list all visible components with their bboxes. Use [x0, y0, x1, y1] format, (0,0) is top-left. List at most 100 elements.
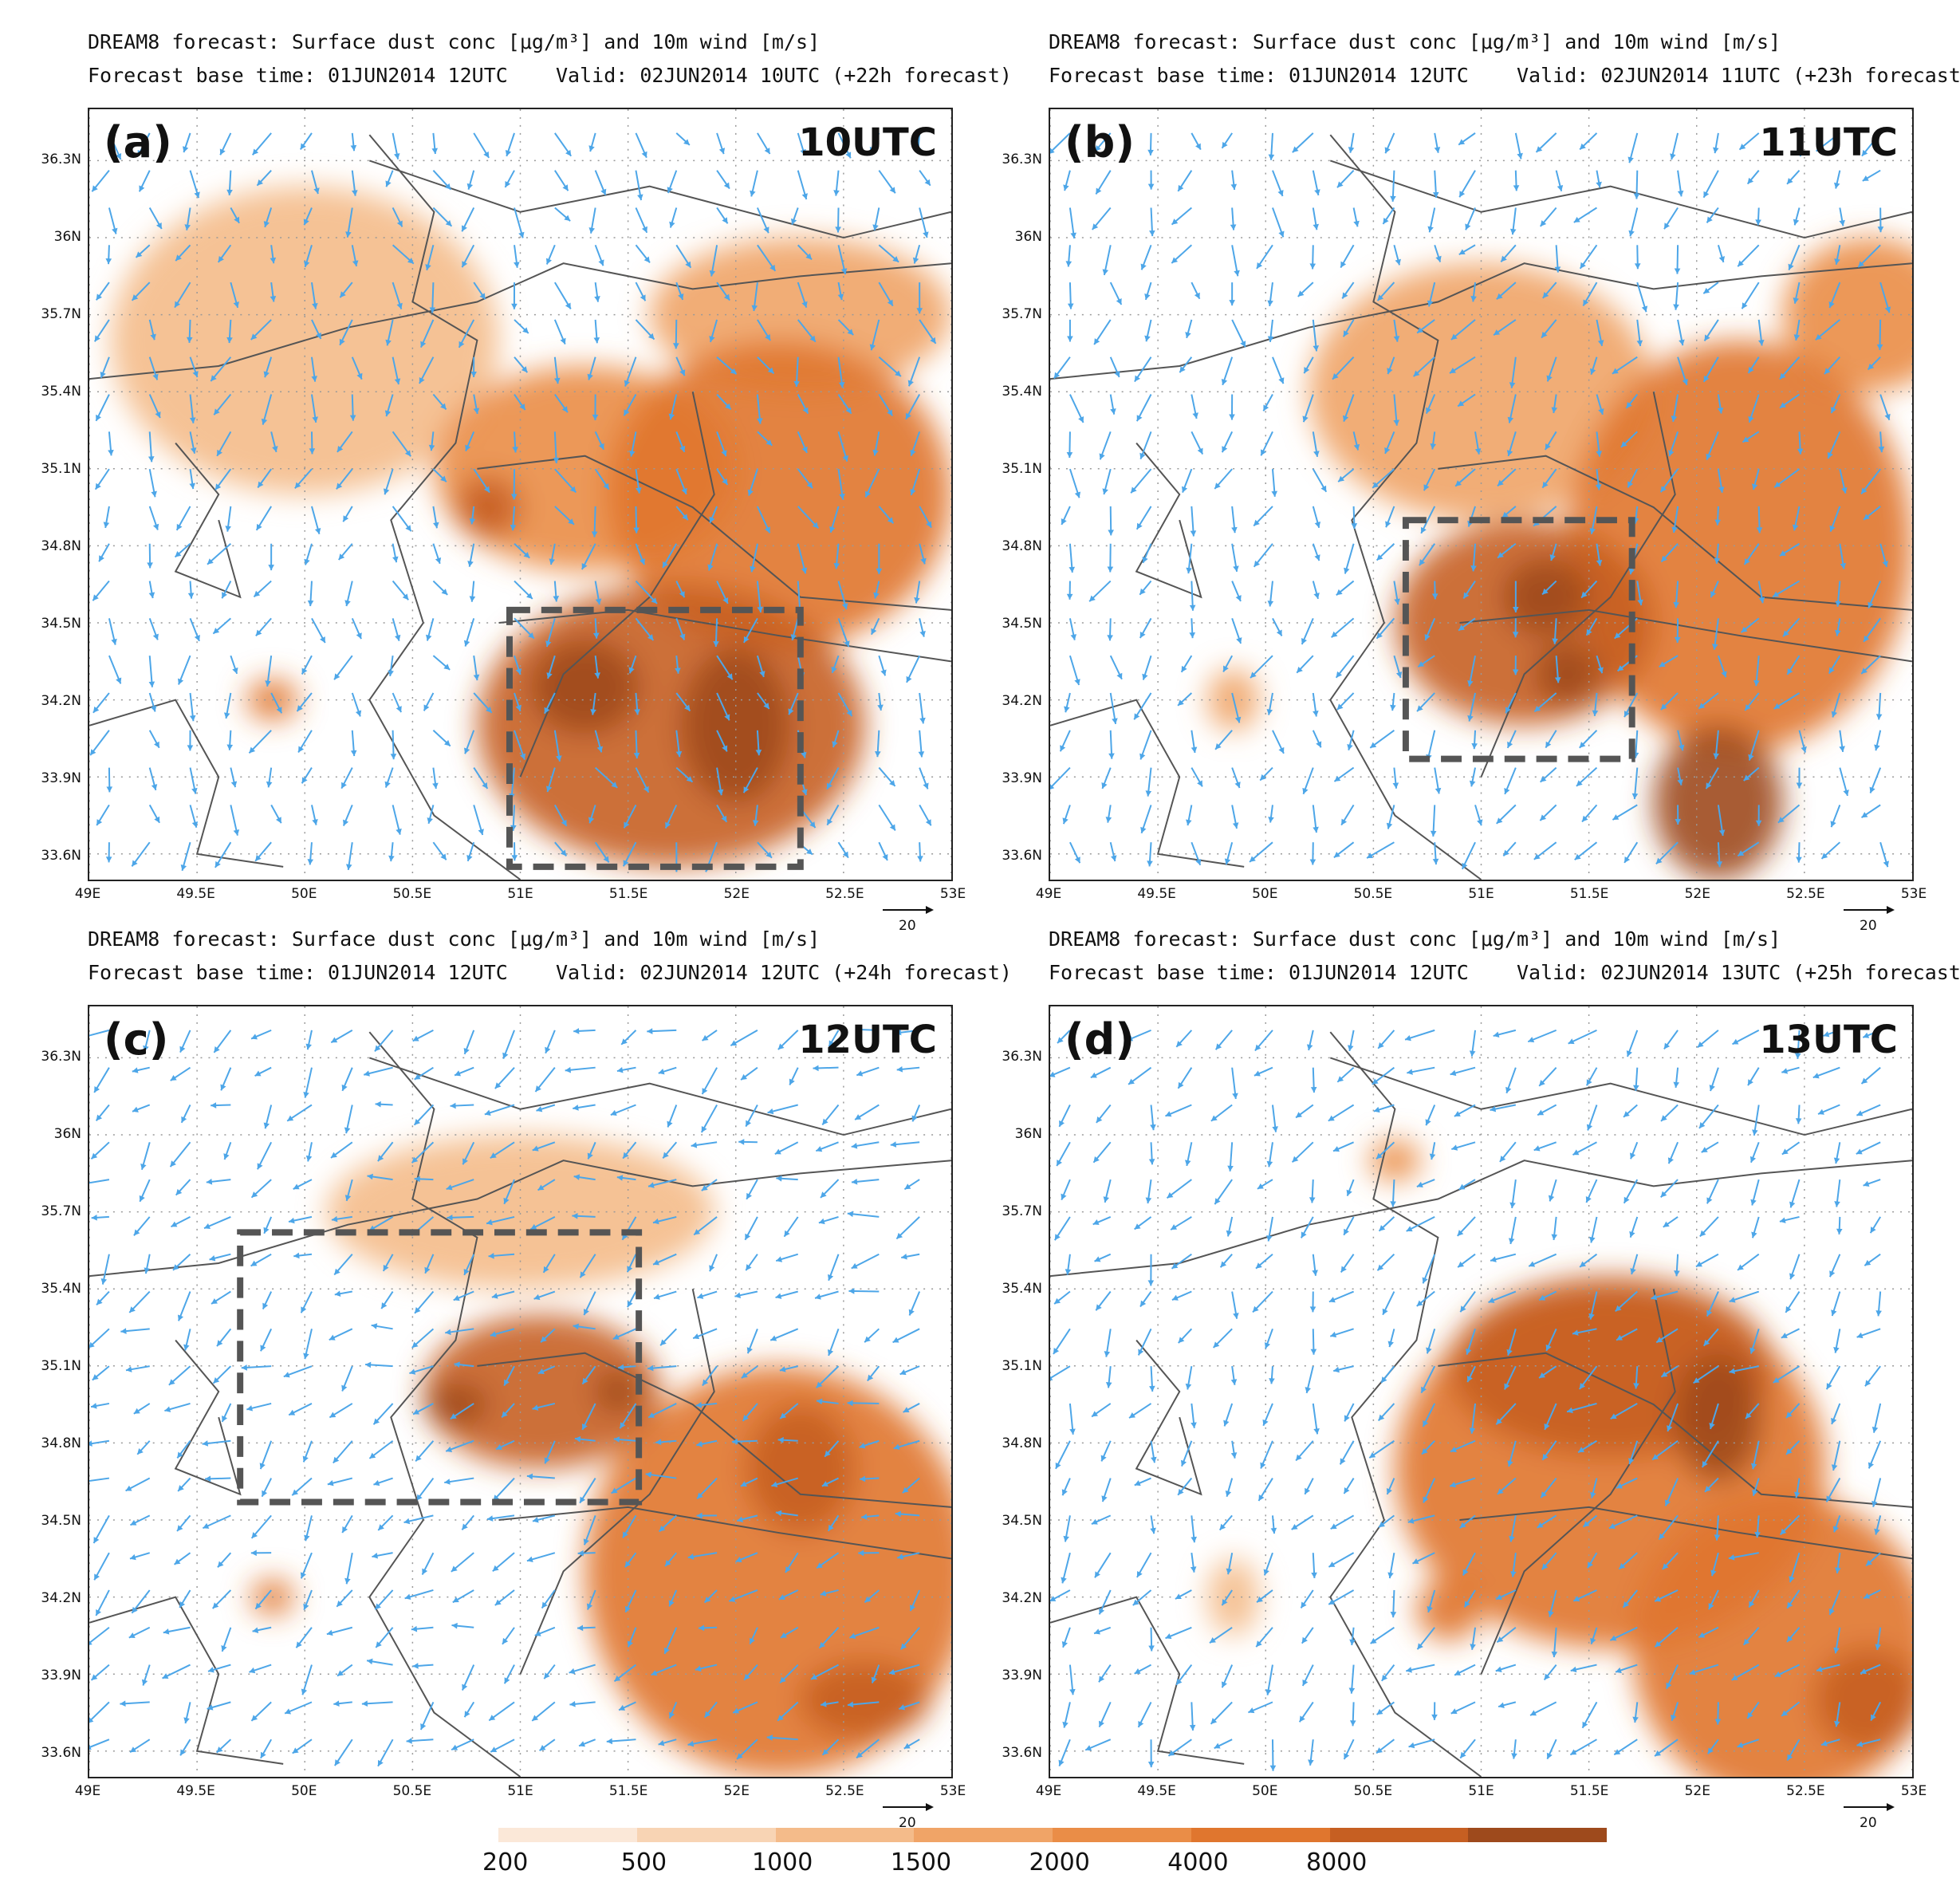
wind-arrow-head [1260, 774, 1266, 781]
wind-arrow-head [1756, 527, 1763, 534]
wind-arrow-head [464, 1711, 470, 1718]
province-boundary [1438, 1352, 1912, 1508]
wind-arrow-head [1641, 305, 1648, 313]
wind-arrow-head [746, 1264, 752, 1271]
wind-arrow-head [1416, 1300, 1423, 1306]
wind-arrow-head [178, 1485, 184, 1491]
wind-arrow-head [1462, 1569, 1469, 1576]
lon-tick-label: 50.5E [392, 886, 432, 902]
wind-arrow-head [494, 1599, 502, 1605]
wind-arrow-head [226, 744, 234, 750]
wind-arrow-head [491, 1293, 498, 1299]
dust-plume [1815, 1648, 1912, 1751]
wind-arrow-head [1634, 263, 1641, 270]
wind-arrow-head [178, 678, 184, 685]
wind-arrow-head [1833, 1647, 1840, 1654]
wind-arrow-head [1132, 1599, 1139, 1606]
wind-arrow-head [695, 1402, 703, 1408]
wind-arrow-head [1234, 716, 1242, 723]
wind-arrow-head [825, 1450, 831, 1457]
wind-arrow-head [1674, 268, 1681, 274]
wind-arrow-head [1651, 1294, 1658, 1301]
wind-arrow-head [275, 817, 281, 824]
lon-tick-label: 50.5E [1353, 886, 1393, 902]
wind-arrow-head [914, 597, 920, 604]
wind-arrow-head [246, 1405, 253, 1412]
wind-arrow-head [718, 148, 726, 155]
wind-arrow-head [1860, 1668, 1867, 1675]
wind-arrow-head [653, 1259, 659, 1266]
wind-arrow-head [1509, 1535, 1515, 1542]
wind-arrow-head [1731, 1674, 1738, 1680]
wind-arrow-head [874, 750, 881, 758]
wind-arrow-head [1099, 453, 1105, 460]
wind-arrow-head [780, 1676, 786, 1683]
wind-arrow-head [1827, 451, 1833, 459]
wind-arrow-head [659, 1525, 666, 1532]
wind-arrow-head [1738, 850, 1745, 856]
wind-arrow-head [722, 217, 728, 224]
wind-arrow-head [1131, 486, 1137, 494]
wind-arrow-head [1379, 1521, 1385, 1528]
lat-tick-label: 36N [1014, 1125, 1042, 1142]
wind-arrow-head [1703, 375, 1710, 382]
wind-arrow-head [1572, 1329, 1579, 1336]
wind-arrow-head [668, 1600, 675, 1607]
wind-arrow-head [1545, 1344, 1552, 1351]
wind-arrow-head [1875, 714, 1883, 720]
wind-arrow-head [294, 482, 301, 489]
wind-arrow-head [1826, 1495, 1832, 1502]
wind-arrow-head [483, 151, 490, 158]
wind-arrow-head [1176, 1041, 1183, 1047]
map-svg [89, 1006, 951, 1777]
wind-arrow-head [665, 821, 671, 829]
wind-arrow-head [1883, 860, 1890, 868]
wind-arrow-head [336, 482, 343, 490]
lon-tick-label: 51.5E [1569, 1783, 1609, 1799]
wind-arrow-head [301, 1688, 308, 1695]
wind-arrow-head [337, 1670, 344, 1676]
wind-arrow-head [287, 1115, 294, 1121]
wind-arrow-head [1226, 1568, 1233, 1575]
wind-arrow-head [687, 1553, 695, 1560]
wind-arrow-head [1874, 744, 1880, 751]
wind-arrow-head [1066, 593, 1073, 600]
wind-arrow-head [251, 1715, 258, 1721]
wind-arrow-head [1417, 1643, 1423, 1650]
wind-arrow-head [1394, 598, 1400, 605]
wind-arrow-head [192, 371, 199, 377]
wind-arrow-head [515, 667, 522, 675]
lat-tick-label: 35.1N [1002, 1357, 1042, 1374]
wind-arrow-head [344, 600, 351, 607]
wind-arrow-head [1469, 1050, 1476, 1057]
wind-arrow-head [1091, 1518, 1098, 1525]
wind-arrow-head [217, 1340, 223, 1347]
wind-arrow-head [628, 667, 635, 674]
wind-arrow-head [815, 1294, 821, 1300]
wind-arrow-head [623, 1152, 629, 1159]
wind-arrow-head [1191, 1536, 1197, 1543]
wind-arrow-head [624, 380, 630, 387]
wind-arrow-head [388, 855, 395, 862]
wind-arrow-head [352, 260, 359, 266]
wind-arrow-head [1871, 1714, 1876, 1721]
wind-arrow-head [1862, 175, 1869, 181]
wind-arrow-head [832, 741, 838, 748]
wind-arrow-head [1592, 710, 1599, 716]
wind-arrow-head [1140, 263, 1147, 270]
wind-arrow-head [647, 333, 655, 340]
wind-arrow-head [1372, 482, 1379, 488]
wind-arrow-head [1732, 1038, 1739, 1045]
wind-arrow-head [1659, 1533, 1665, 1540]
wind-arrow-head [1348, 1687, 1356, 1694]
wind-arrow-head [1407, 1069, 1413, 1075]
lat-tick-label: 33.9N [41, 1667, 81, 1683]
wind-arrow-head [1147, 149, 1154, 156]
wind-arrow-head [1792, 524, 1799, 531]
wind-arrow-head [757, 606, 764, 613]
wind-arrow-head [833, 190, 840, 196]
wind-arrow [89, 1179, 110, 1184]
wind-arrow-head [1261, 449, 1266, 456]
wind-arrow-head [541, 1336, 547, 1343]
wind-arrow-head [1794, 1053, 1801, 1059]
